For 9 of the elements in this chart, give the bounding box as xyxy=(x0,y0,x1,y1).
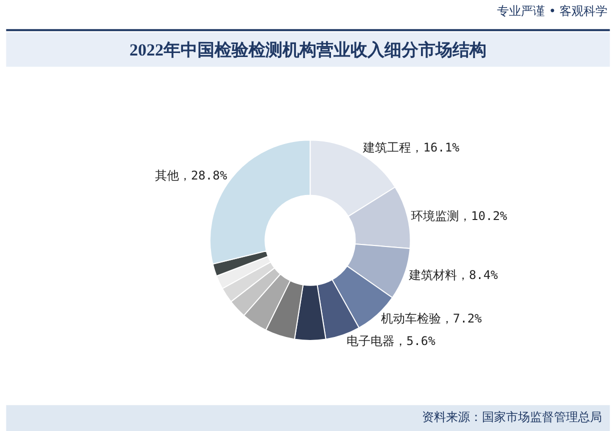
slice-label: 机动车检验，7.2% xyxy=(380,311,483,326)
text: 专业严谨 • 客观科学 xyxy=(497,4,608,18)
chart-title: 2022年中国检验检测机构营业收入细分市场结构 xyxy=(130,40,486,60)
slice-label: 建筑工程，16.1% xyxy=(362,140,460,154)
slice-label: 建筑材料，8.4% xyxy=(408,268,499,282)
text: 资料来源：国家市场监督管理总局 xyxy=(422,410,602,424)
slice-label: 电子电器，5.6% xyxy=(346,334,436,348)
slice-label: 其他，28.8% xyxy=(154,168,228,183)
slice-label: 环境监测，10.2% xyxy=(411,209,508,224)
